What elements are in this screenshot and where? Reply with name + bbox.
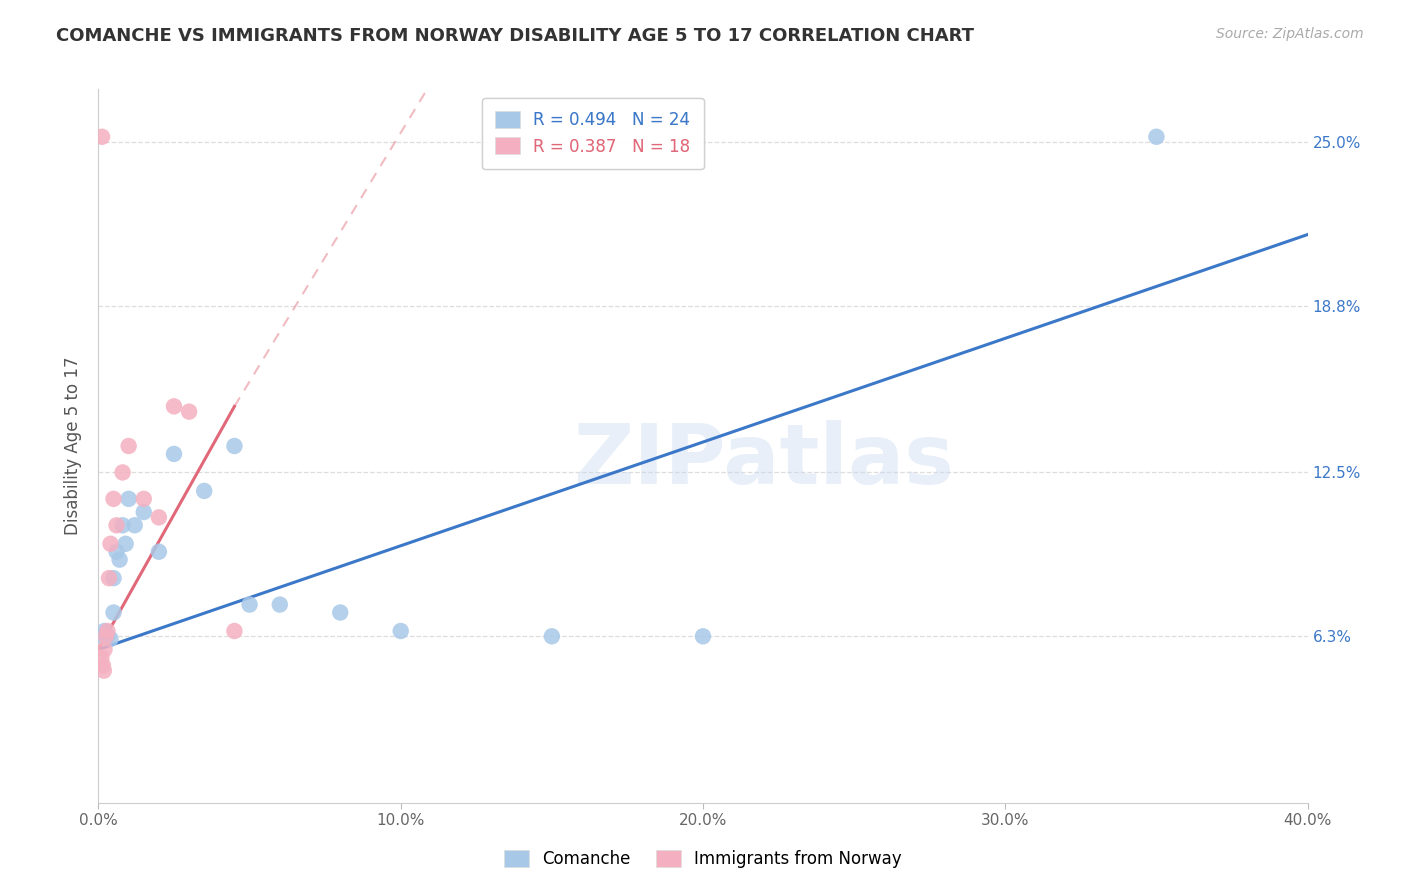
Point	[239, 598, 262, 612]
Point	[100, 632, 122, 646]
Point	[94, 629, 117, 643]
Point	[148, 510, 170, 524]
Point	[93, 624, 115, 638]
Legend: Comanche, Immigrants from Norway: Comanche, Immigrants from Norway	[498, 843, 908, 875]
Point	[224, 439, 246, 453]
Point	[179, 404, 201, 418]
Text: COMANCHE VS IMMIGRANTS FROM NORWAY DISABILITY AGE 5 TO 17 CORRELATION CHART: COMANCHE VS IMMIGRANTS FROM NORWAY DISAB…	[56, 27, 974, 45]
Point	[93, 664, 115, 678]
Point	[389, 624, 412, 638]
Point	[163, 400, 186, 414]
Point	[118, 439, 141, 453]
Point	[93, 642, 115, 657]
Legend: R = 0.494   N = 24, R = 0.387   N = 18: R = 0.494 N = 24, R = 0.387 N = 18	[482, 97, 704, 169]
Point	[98, 571, 121, 585]
Point	[163, 447, 186, 461]
Point	[91, 658, 114, 673]
Point	[193, 483, 215, 498]
Point	[269, 598, 291, 612]
Point	[111, 518, 134, 533]
Point	[114, 537, 136, 551]
Point	[105, 518, 128, 533]
Point	[105, 545, 128, 559]
Point	[103, 491, 125, 506]
Point	[329, 606, 352, 620]
Point	[91, 129, 114, 144]
Point	[111, 466, 134, 480]
Point	[124, 518, 146, 533]
Point	[103, 606, 125, 620]
Point	[118, 491, 141, 506]
Point	[692, 629, 714, 643]
Point	[540, 629, 562, 643]
Point	[108, 552, 131, 566]
Point	[96, 624, 118, 638]
Point	[90, 650, 112, 665]
Point	[132, 491, 155, 506]
Point	[132, 505, 155, 519]
Point	[1146, 129, 1168, 144]
Point	[91, 629, 114, 643]
Text: Source: ZipAtlas.com: Source: ZipAtlas.com	[1216, 27, 1364, 41]
Point	[103, 571, 125, 585]
Point	[148, 545, 170, 559]
Text: ZIPatlas: ZIPatlas	[574, 420, 953, 500]
Point	[224, 624, 246, 638]
Y-axis label: Disability Age 5 to 17: Disability Age 5 to 17	[63, 357, 82, 535]
Point	[96, 629, 118, 643]
Point	[100, 537, 122, 551]
